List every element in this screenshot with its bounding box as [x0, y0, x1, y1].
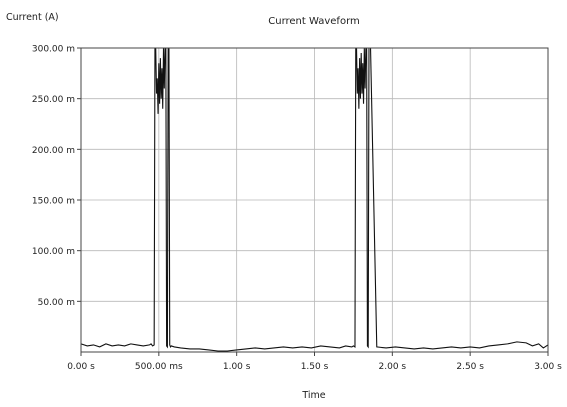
y-tick-label: 200.00 m	[32, 146, 75, 156]
y-axis-label: Current (A)	[6, 12, 59, 23]
x-tick-label: 2.00 s	[379, 362, 407, 372]
x-tick-label: 2.50 s	[456, 362, 484, 372]
chart-title: Current Waveform	[268, 16, 360, 27]
x-axis-label: Time	[301, 390, 325, 401]
x-tick-label: 500.00 ms	[135, 362, 183, 372]
axis-ticks: 0.00 s 500.00 ms 1.00 s 1.50 s 2.00 s 2.50 s 3…	[32, 45, 562, 373]
x-tick-label: 0.00 s	[67, 362, 95, 372]
y-tick-label: 250.00 m	[32, 95, 75, 105]
x-tick-label: 1.00 s	[223, 362, 251, 372]
x-tick-label: 1.50 s	[301, 362, 329, 372]
y-tick-label: 300.00 m	[32, 45, 75, 55]
x-tick-label: 3.00 s	[534, 362, 562, 372]
y-tick-label: 100.00 m	[32, 247, 75, 257]
y-tick-label: 50.00 m	[38, 298, 75, 308]
y-tick-label: 150.00 m	[32, 197, 75, 207]
grid-lines	[81, 48, 548, 352]
